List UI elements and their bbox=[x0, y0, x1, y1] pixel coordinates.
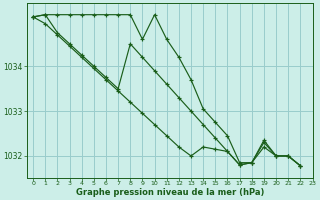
X-axis label: Graphe pression niveau de la mer (hPa): Graphe pression niveau de la mer (hPa) bbox=[76, 188, 264, 197]
